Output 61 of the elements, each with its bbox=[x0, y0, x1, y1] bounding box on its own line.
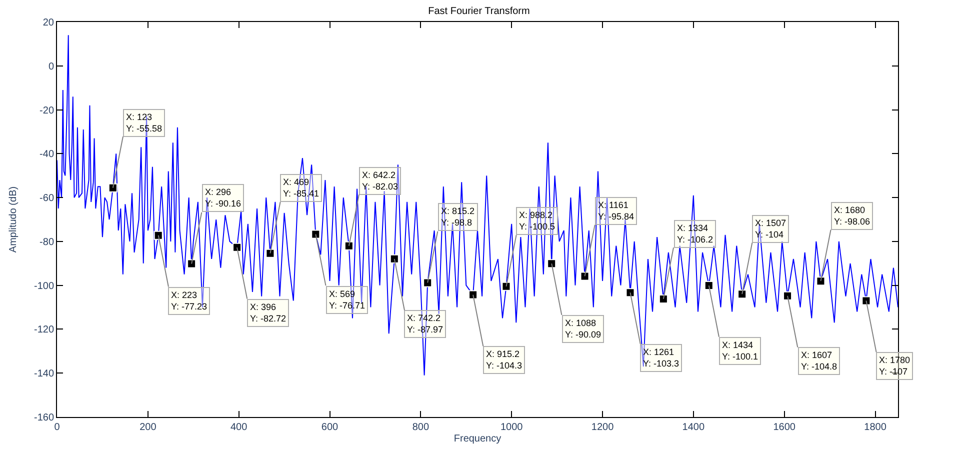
y-tick-label: -120 bbox=[34, 324, 54, 336]
annotation: X: 569 Y: -76.71 bbox=[329, 289, 366, 311]
point bbox=[232, 242, 242, 252]
point bbox=[862, 296, 871, 306]
annotation: X: 1780 Y: -107 bbox=[879, 355, 910, 377]
point bbox=[502, 282, 511, 291]
point bbox=[816, 276, 826, 286]
point bbox=[547, 259, 556, 268]
x-tick-label: 1000 bbox=[500, 422, 524, 433]
x-tick-label: 1600 bbox=[773, 422, 796, 433]
annotation: X: 742.2 Y: -87.97 bbox=[407, 313, 444, 335]
x-tick-label: 400 bbox=[230, 422, 248, 433]
annotation: X: 1088 Y: -90.09 bbox=[565, 318, 602, 340]
chart-title: Fast Fourier Transform bbox=[428, 6, 530, 17]
annotation: X: 1261 Y: -103.3 bbox=[643, 347, 680, 369]
annotation: X: 1507 Y: -104 bbox=[755, 218, 786, 240]
annotation: X: 469 Y: -85.41 bbox=[283, 177, 320, 199]
x-tick-label: 1400 bbox=[682, 422, 705, 433]
x-tick-label: 800 bbox=[412, 422, 430, 433]
point bbox=[423, 278, 432, 288]
annotation: X: 1434 Y: -100.1 bbox=[722, 340, 758, 362]
x-tick-label: 600 bbox=[321, 422, 339, 433]
annotation: X: 1607 Y: -104.8 bbox=[801, 350, 838, 372]
point bbox=[108, 183, 118, 192]
x-axis-title: Frequency bbox=[454, 434, 502, 444]
point bbox=[738, 290, 747, 299]
y-tick-label: -140 bbox=[34, 368, 54, 380]
annotation: X: 123 Y: -55.58 bbox=[126, 112, 162, 134]
y-tick-label: -40 bbox=[40, 149, 54, 160]
point bbox=[390, 254, 399, 264]
y-tick-label: 0 bbox=[48, 61, 54, 72]
annotation: X: 396 Y: -82.72 bbox=[250, 302, 286, 324]
y-tick-label: -60 bbox=[40, 193, 54, 204]
annotation: X: 1680 Y: -98.06 bbox=[834, 205, 870, 227]
point bbox=[783, 291, 792, 300]
annotation: X: 815.2 Y: -98.8 bbox=[441, 206, 475, 228]
point bbox=[266, 248, 275, 258]
annotation: X: 915.2 Y: -104.3 bbox=[486, 349, 522, 371]
annotation: X: 296 Y: -90.16 bbox=[205, 187, 242, 209]
point bbox=[344, 241, 354, 250]
annotation: X: 1161 Y: -95.84 bbox=[598, 200, 634, 222]
annotation: X: 988.2 Y: -100.5 bbox=[519, 210, 556, 232]
point bbox=[658, 294, 668, 304]
y-axis-title: Amplitudo (dB) bbox=[8, 186, 19, 253]
annotation: X: 223 Y: -77.23 bbox=[171, 290, 208, 312]
point bbox=[187, 259, 196, 268]
point bbox=[580, 272, 590, 281]
point bbox=[626, 288, 635, 298]
y-tick-label: -80 bbox=[40, 236, 54, 248]
x-tick-label: 1200 bbox=[591, 422, 614, 433]
y-tick-label: 20 bbox=[42, 18, 54, 28]
y-tick-label: -20 bbox=[40, 105, 54, 116]
x-tick-label: 200 bbox=[140, 422, 157, 433]
annotation: X: 1334 Y: -106.2 bbox=[677, 223, 714, 245]
annotation: X: 642.2 Y: -82.03 bbox=[362, 170, 398, 192]
x-tick-label: 1800 bbox=[864, 422, 887, 433]
point bbox=[154, 230, 163, 240]
point bbox=[468, 290, 478, 300]
point bbox=[311, 230, 320, 239]
y-tick-label: -100 bbox=[34, 280, 54, 292]
y-tick-label: -160 bbox=[34, 412, 54, 424]
